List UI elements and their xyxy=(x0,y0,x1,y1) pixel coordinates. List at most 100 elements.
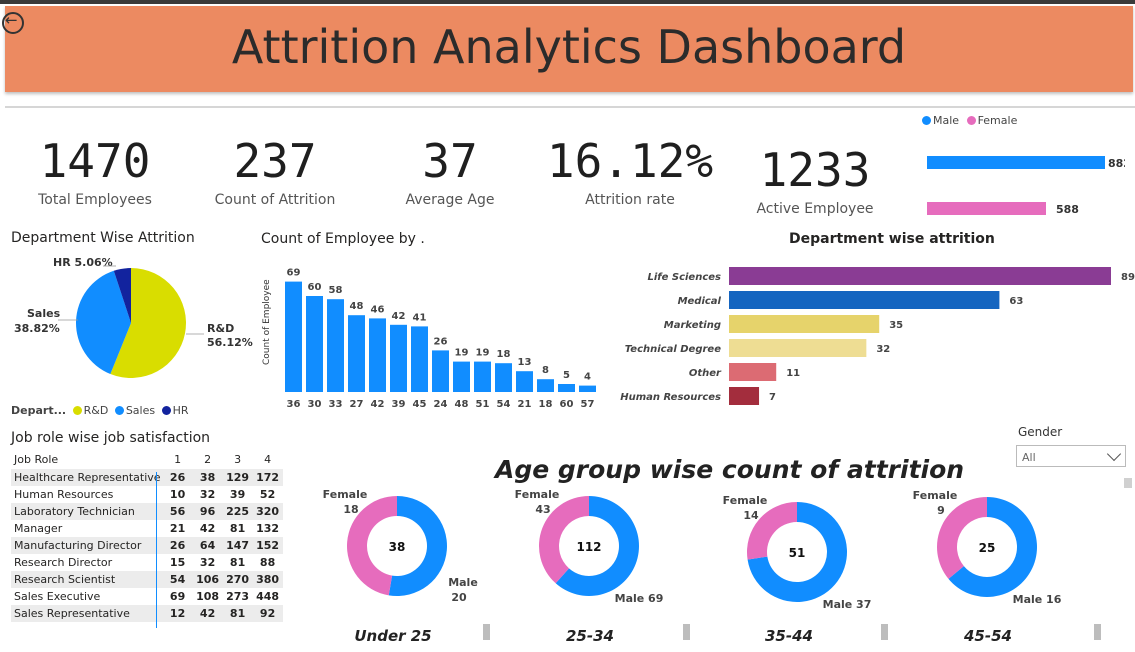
header-banner: Attrition Analytics Dashboard xyxy=(5,6,1133,92)
dept-hbar-title: Department wise attrition xyxy=(789,231,995,247)
scroll-handle[interactable] xyxy=(1094,624,1101,640)
donut-male-label: Male 37 xyxy=(823,598,872,611)
dept-hbar[interactable] xyxy=(729,387,760,405)
age-bar[interactable] xyxy=(411,326,428,392)
age-bar[interactable] xyxy=(390,324,407,392)
dept-pie-chart: HR 5.06% Sales 38.82% R&D 56.12% xyxy=(14,256,253,378)
age-bar[interactable] xyxy=(348,315,365,392)
job-role-cell: Manager xyxy=(14,522,63,535)
age-bar[interactable] xyxy=(579,385,596,392)
satisfaction-cell: 152 xyxy=(256,539,280,552)
legend-hr: HR xyxy=(172,404,189,417)
scroll-handle[interactable] xyxy=(683,624,690,640)
dept-hbar[interactable] xyxy=(729,315,880,333)
donut-male-segment[interactable] xyxy=(388,496,447,596)
age-tick-label: 51 xyxy=(476,399,490,410)
dept-pie-title: Department Wise Attrition xyxy=(11,230,195,246)
donut-female-segment[interactable] xyxy=(747,502,797,560)
age-bar-value: 58 xyxy=(329,285,343,296)
female-legend-dot-icon xyxy=(966,116,976,125)
dept-hbar-value: 89 xyxy=(1121,272,1135,283)
age-bar[interactable] xyxy=(432,350,449,392)
top-border xyxy=(0,0,1135,4)
age-bar-value: 69 xyxy=(287,268,301,279)
age-bar[interactable] xyxy=(453,361,470,392)
age-bar[interactable] xyxy=(285,281,302,392)
dept-hbar-label: Marketing xyxy=(664,320,721,331)
satisfaction-cell: 132 xyxy=(256,522,280,535)
scroll-handle[interactable] xyxy=(483,624,490,640)
age-bar[interactable] xyxy=(495,363,512,392)
chevron-down-icon xyxy=(1106,446,1122,462)
pie-slice-hr[interactable] xyxy=(113,268,131,323)
age-count-ylabel: Count of Employee xyxy=(262,279,272,365)
age-bar[interactable] xyxy=(516,371,533,392)
male-bar-label: 882 xyxy=(1108,157,1125,170)
satisfaction-cell: 54 xyxy=(169,573,186,586)
age-bar-value: 41 xyxy=(413,312,427,323)
job-role-cell: Healthcare Representative xyxy=(14,471,161,484)
dept-hbar-chart: Life Sciences 89 Medical 63 Marketing 35 Techn… xyxy=(620,267,1135,405)
dept-hbar-value: 63 xyxy=(1009,296,1023,307)
donut-female-segment[interactable] xyxy=(936,497,987,579)
job-role-cell: Laboratory Technician xyxy=(14,505,135,518)
scroll-handle[interactable] xyxy=(881,624,888,640)
age-tick-label: 39 xyxy=(392,399,406,410)
divider xyxy=(5,106,1135,108)
job-table-title: Job role wise job satisfaction xyxy=(11,430,211,446)
male-bar xyxy=(927,156,1105,169)
scroll-thumb[interactable] xyxy=(1124,478,1132,488)
satisfaction-cell: 56 xyxy=(169,505,186,518)
age-bar[interactable] xyxy=(327,299,344,392)
satisfaction-cell: 32 xyxy=(199,556,216,569)
age-tick-label: 36 xyxy=(287,399,301,410)
job-role-table: Job Role 1 2 3 4 Healthcare Representati… xyxy=(11,449,283,622)
donut-total: 112 xyxy=(576,540,601,554)
job-role-cell: Sales Representative xyxy=(14,607,130,620)
page-title: Attrition Analytics Dashboard xyxy=(231,20,907,74)
age-bar-value: 18 xyxy=(497,349,511,360)
legend-rd: R&D xyxy=(83,404,109,417)
dept-hbar[interactable] xyxy=(729,267,1111,285)
dept-hbar[interactable] xyxy=(729,339,867,357)
dept-hbar[interactable] xyxy=(729,291,1000,309)
gender-filter-dropdown[interactable]: All xyxy=(1016,445,1126,467)
age-bar[interactable] xyxy=(537,379,554,392)
satisfaction-cell: 96 xyxy=(199,505,216,518)
satisfaction-cell: 81 xyxy=(229,607,246,620)
donut-male-segment[interactable] xyxy=(555,496,639,596)
back-arrow-icon[interactable] xyxy=(2,11,24,34)
age-bar-value: 46 xyxy=(371,304,385,315)
dept-hbar[interactable] xyxy=(729,363,777,381)
dept-hbar-label: Other xyxy=(689,368,722,379)
job-role-cell: Human Resources xyxy=(14,488,114,501)
donut-male-segment[interactable] xyxy=(948,497,1037,597)
donut-female-segment[interactable] xyxy=(539,496,589,584)
table-row: Research Director 15 32 81 88 xyxy=(11,554,283,571)
satisfaction-cell: 88 xyxy=(259,556,276,569)
age-bar[interactable] xyxy=(369,318,386,392)
satisfaction-cell: 270 xyxy=(226,573,250,586)
dept-pie-legend: Depart... R&D Sales HR xyxy=(11,404,189,417)
gender-legend: Male Female xyxy=(922,114,1017,127)
donut-female-label: Female xyxy=(515,488,560,501)
pie-slice-sales[interactable] xyxy=(76,270,131,374)
col-header-3: 3 xyxy=(234,452,242,466)
kpi-average-age-label: Average Age xyxy=(405,192,495,208)
age-bar[interactable] xyxy=(306,296,323,392)
kpi-active-employee-value: 1233 xyxy=(759,143,871,197)
pie-slice-rd[interactable] xyxy=(110,268,186,378)
satisfaction-cell: 273 xyxy=(226,590,250,603)
donut-female-segment[interactable] xyxy=(347,496,397,596)
dept-hbar-value: 32 xyxy=(876,344,890,355)
satisfaction-cell: 32 xyxy=(199,488,216,501)
satisfaction-cell: 380 xyxy=(256,573,280,586)
age-bar[interactable] xyxy=(558,384,575,392)
age-bar[interactable] xyxy=(474,361,491,392)
job-role-cell: Research Scientist xyxy=(14,573,116,586)
age-bar-value: 19 xyxy=(476,348,490,359)
age-bar-value: 42 xyxy=(392,311,406,322)
donut-male-segment[interactable] xyxy=(747,502,847,602)
kpi-attrition-rate-label: Attrition rate xyxy=(585,192,675,208)
age-tick-label: 24 xyxy=(434,399,448,410)
